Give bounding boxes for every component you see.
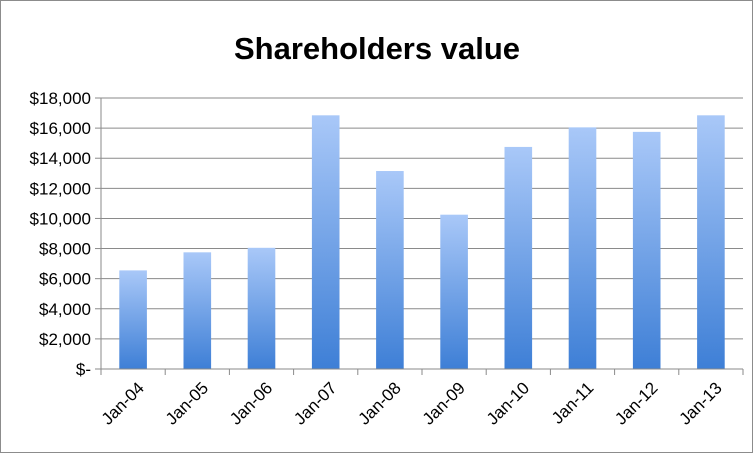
x-tick-label: Jan-04 xyxy=(98,378,148,428)
x-tick-label: Jan-11 xyxy=(548,378,597,427)
x-tick-label: Jan-07 xyxy=(290,378,340,428)
bar-jan-04 xyxy=(119,270,147,369)
x-tick-label: Jan-13 xyxy=(676,378,726,428)
y-tick-label: $2,000 xyxy=(39,330,91,349)
bar-jan-08 xyxy=(376,171,404,369)
y-tick-label: $14,000 xyxy=(30,149,91,168)
bar-jan-13 xyxy=(697,115,725,369)
y-tick-label: $10,000 xyxy=(30,209,91,228)
chart-title: Shareholders value xyxy=(234,31,520,66)
x-tick-label: Jan-10 xyxy=(483,378,533,428)
x-axis-tick-labels: Jan-04 Jan-05 Jan-06 Jan-07 Jan-08 Jan-09 Jan-… xyxy=(98,378,726,428)
bar-jan-10 xyxy=(504,146,533,369)
y-tick-label: $- xyxy=(76,360,91,379)
bar-jan-11 xyxy=(568,127,597,369)
x-tick-label: Jan-09 xyxy=(419,378,469,428)
axes xyxy=(100,98,744,375)
y-tick-label: $6,000 xyxy=(39,270,91,289)
x-tick-label: Jan-06 xyxy=(226,378,276,428)
y-tick-label: $12,000 xyxy=(30,179,91,198)
x-tick-label: Jan-08 xyxy=(355,378,405,428)
y-tick-label: $16,000 xyxy=(30,119,91,138)
bar-jan-06 xyxy=(247,247,276,369)
y-tick-label: $4,000 xyxy=(39,300,91,319)
x-tick-label: Jan-05 xyxy=(162,378,212,428)
y-tick-label: $18,000 xyxy=(30,89,91,108)
bars xyxy=(119,115,725,369)
bar-jan-07 xyxy=(311,115,340,369)
x-tick-label: Jan-12 xyxy=(611,378,661,428)
bar-jan-09 xyxy=(440,214,468,369)
y-axis-tick-labels: $- $2,000 $4,000 $6,000 $8,000 $10,000 $12,000… xyxy=(30,89,91,379)
bar-jan-05 xyxy=(183,252,212,369)
bar-jan-12 xyxy=(632,131,661,369)
y-tick-label: $8,000 xyxy=(39,240,91,259)
